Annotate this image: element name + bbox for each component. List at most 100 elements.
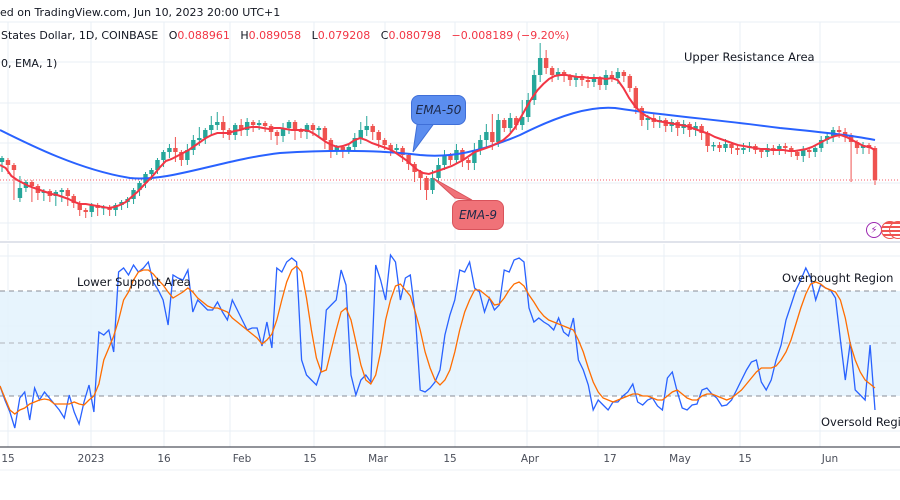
- candle[interactable]: [382, 140, 387, 145]
- candle[interactable]: [316, 128, 322, 130]
- candle[interactable]: [11, 165, 17, 170]
- candle[interactable]: [472, 150, 477, 163]
- candle[interactable]: [179, 152, 184, 160]
- candle[interactable]: [5, 160, 11, 165]
- candle[interactable]: [603, 75, 609, 85]
- candle[interactable]: [777, 146, 782, 150]
- candle[interactable]: [633, 88, 639, 108]
- candle[interactable]: [244, 122, 250, 130]
- candle[interactable]: [17, 188, 23, 198]
- candle[interactable]: [442, 155, 447, 165]
- candle[interactable]: [406, 155, 411, 164]
- us-flag-icon-stack[interactable]: [889, 221, 900, 239]
- candle[interactable]: [286, 122, 292, 128]
- ema9-line[interactable]: [0, 74, 876, 210]
- candle[interactable]: [723, 144, 728, 148]
- candle[interactable]: [609, 75, 615, 78]
- candle[interactable]: [376, 132, 381, 140]
- candle[interactable]: [256, 123, 262, 125]
- candle[interactable]: [836, 130, 842, 132]
- candle[interactable]: [191, 140, 196, 150]
- candle[interactable]: [872, 148, 878, 180]
- candle[interactable]: [813, 148, 818, 152]
- candle[interactable]: [346, 147, 352, 150]
- candle[interactable]: [549, 68, 555, 75]
- candle[interactable]: [699, 126, 704, 133]
- candle[interactable]: [167, 148, 172, 152]
- candle[interactable]: [573, 76, 579, 80]
- candle[interactable]: [149, 170, 154, 174]
- candle[interactable]: [490, 132, 495, 142]
- candle[interactable]: [173, 148, 178, 152]
- candle[interactable]: [555, 72, 561, 75]
- candle[interactable]: [801, 150, 806, 156]
- lightning-icon[interactable]: ⚡: [866, 222, 882, 238]
- candle[interactable]: [83, 210, 88, 212]
- candle[interactable]: [627, 76, 633, 88]
- candle[interactable]: [137, 183, 142, 190]
- candle[interactable]: [842, 132, 848, 135]
- candle[interactable]: [448, 155, 453, 160]
- candle[interactable]: [388, 145, 393, 150]
- candle[interactable]: [59, 190, 64, 192]
- candle[interactable]: [262, 123, 268, 126]
- candle[interactable]: [818, 140, 824, 148]
- candle[interactable]: [466, 160, 471, 163]
- candle[interactable]: [807, 150, 812, 152]
- candle[interactable]: [89, 205, 94, 212]
- candle[interactable]: [221, 122, 226, 130]
- candle[interactable]: [514, 118, 519, 125]
- candle[interactable]: [292, 122, 298, 130]
- candle[interactable]: [274, 132, 280, 136]
- candle[interactable]: [215, 122, 220, 125]
- candle[interactable]: [711, 145, 716, 147]
- candle[interactable]: [209, 125, 214, 130]
- candle[interactable]: [280, 128, 286, 136]
- candle[interactable]: [0, 158, 5, 162]
- candle[interactable]: [322, 128, 328, 140]
- candle[interactable]: [394, 148, 399, 150]
- candle[interactable]: [741, 148, 746, 150]
- candle[interactable]: [304, 125, 310, 132]
- candle[interactable]: [496, 120, 501, 142]
- candle[interactable]: [567, 76, 573, 80]
- symbol-legend[interactable]: States Dollar, 1D, COINBASE O0.088961 H0…: [1, 29, 569, 42]
- candle[interactable]: [735, 148, 740, 150]
- candle[interactable]: [597, 78, 603, 85]
- candle[interactable]: [854, 142, 860, 148]
- stochastic-d-line[interactable]: [0, 265, 876, 415]
- candle[interactable]: [334, 147, 340, 150]
- candle[interactable]: [783, 146, 788, 148]
- ema50-line[interactable]: [0, 106, 876, 180]
- candle[interactable]: [520, 117, 525, 125]
- candle[interactable]: [484, 132, 489, 140]
- candle[interactable]: [502, 120, 507, 128]
- candle[interactable]: [238, 125, 244, 130]
- candle[interactable]: [161, 152, 166, 160]
- candle[interactable]: [525, 100, 531, 117]
- candle[interactable]: [729, 144, 734, 148]
- candle[interactable]: [203, 130, 208, 138]
- candle[interactable]: [508, 118, 513, 128]
- candle[interactable]: [615, 72, 621, 78]
- candle[interactable]: [693, 126, 698, 130]
- candle[interactable]: [424, 178, 429, 190]
- candle[interactable]: [460, 150, 465, 160]
- candle[interactable]: [621, 72, 627, 76]
- candle[interactable]: [759, 150, 764, 152]
- candle[interactable]: [543, 58, 549, 68]
- candle[interactable]: [155, 160, 160, 170]
- candle[interactable]: [795, 152, 800, 156]
- candle[interactable]: [645, 118, 650, 120]
- candle[interactable]: [370, 126, 375, 132]
- candle[interactable]: [197, 138, 202, 140]
- candle[interactable]: [71, 196, 76, 203]
- candle[interactable]: [340, 147, 346, 150]
- candle[interactable]: [430, 178, 435, 190]
- candle[interactable]: [310, 125, 316, 130]
- indicator-legend[interactable]: 0, EMA, 1): [1, 57, 58, 70]
- candle[interactable]: [358, 130, 363, 138]
- candle[interactable]: [418, 172, 423, 178]
- candle[interactable]: [531, 75, 537, 100]
